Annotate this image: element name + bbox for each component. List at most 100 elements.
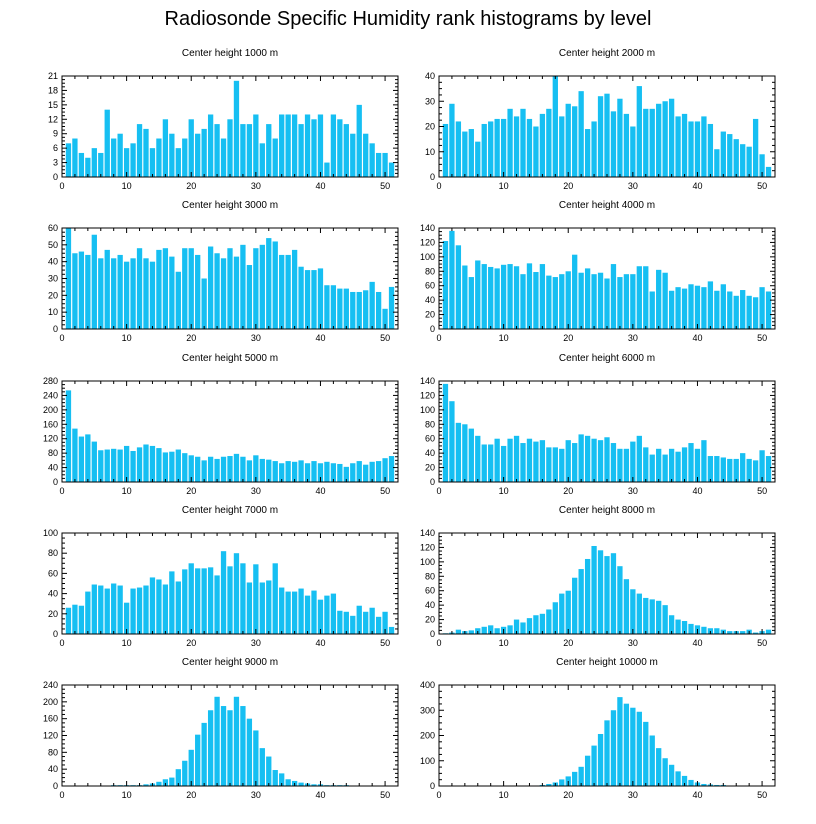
- bar-18: [552, 447, 558, 482]
- y-tick-label: 80: [425, 266, 435, 276]
- x-tick-label: 10: [499, 790, 509, 800]
- bar-25: [597, 272, 604, 329]
- bar-45: [727, 291, 733, 329]
- y-tick-label: 80: [48, 448, 58, 458]
- bar-11: [507, 438, 513, 482]
- bar-40: [317, 268, 324, 329]
- bar-23: [207, 567, 214, 634]
- bar-4: [462, 265, 468, 329]
- bar-34: [279, 587, 285, 634]
- bar-3: [78, 436, 85, 482]
- bar-50: [382, 308, 388, 329]
- y-tick-label: 18: [48, 85, 58, 95]
- bar-14: [526, 618, 533, 634]
- bar-14: [149, 577, 156, 634]
- bar-39: [311, 119, 317, 177]
- bar-4: [85, 157, 91, 177]
- bar-20: [188, 119, 194, 177]
- bar-28: [617, 98, 623, 177]
- bar-50: [382, 458, 388, 482]
- bar-27: [233, 553, 240, 634]
- x-tick-label: 10: [499, 486, 509, 496]
- bar-44: [343, 124, 349, 177]
- bar-12: [136, 124, 143, 177]
- bar-47: [740, 290, 746, 329]
- bar-17: [546, 447, 552, 482]
- y-tick-label: 60: [425, 434, 435, 444]
- x-tick-label: 20: [186, 638, 196, 648]
- bar-5: [468, 630, 474, 634]
- bar-43: [714, 290, 720, 329]
- bar-15: [533, 126, 539, 177]
- bar-13: [143, 128, 149, 177]
- bar-31: [636, 593, 642, 634]
- bar-34: [279, 463, 285, 482]
- x-tick-label: 30: [628, 486, 638, 496]
- bar-4: [85, 591, 91, 634]
- y-tick-label: 200: [43, 405, 58, 415]
- bar-17: [169, 451, 175, 482]
- bar-12: [513, 435, 520, 482]
- bar-50: [759, 450, 765, 482]
- x-tick-label: 50: [757, 486, 767, 496]
- bar-23: [584, 129, 591, 177]
- bar-24: [214, 458, 220, 482]
- bar-35: [285, 461, 291, 482]
- bar-7: [481, 444, 487, 482]
- bar-8: [488, 121, 494, 177]
- bar-5: [91, 441, 97, 482]
- bar-13: [520, 443, 526, 482]
- bar-9: [117, 449, 123, 482]
- bar-49: [752, 460, 759, 482]
- bar-15: [156, 249, 162, 329]
- y-tick-label: 80: [48, 548, 58, 558]
- bar-18: [175, 148, 181, 177]
- bar-2: [449, 103, 455, 177]
- bar-29: [246, 124, 253, 177]
- y-tick-label: 80: [425, 571, 435, 581]
- bar-45: [727, 458, 733, 482]
- bar-50: [759, 154, 765, 177]
- bar-41: [701, 626, 707, 634]
- bar-2: [449, 401, 455, 482]
- bar-3: [78, 251, 85, 329]
- bar-41: [324, 595, 330, 634]
- y-tick-label: 120: [43, 434, 58, 444]
- bar-7: [481, 264, 487, 329]
- bar-36: [668, 290, 675, 329]
- y-tick-label: 200: [420, 731, 435, 741]
- y-tick-label: 0: [53, 781, 58, 791]
- bar-30: [630, 589, 636, 634]
- bar-15: [533, 615, 539, 634]
- bar-23: [584, 755, 591, 786]
- bar-38: [304, 114, 311, 177]
- bar-43: [714, 784, 720, 786]
- bar-27: [610, 710, 617, 786]
- bar-36: [668, 764, 675, 786]
- bar-26: [227, 710, 233, 786]
- bar-24: [214, 253, 220, 329]
- bar-38: [681, 775, 688, 786]
- y-tick-label: 300: [420, 705, 435, 715]
- bar-39: [311, 784, 317, 786]
- panel-title: Center height 8000 m: [559, 505, 655, 516]
- bar-31: [259, 582, 265, 634]
- bar-44: [343, 288, 349, 329]
- bar-37: [675, 619, 681, 634]
- bar-26: [604, 278, 610, 329]
- bar-3: [78, 152, 85, 177]
- y-tick-label: 100: [43, 528, 58, 538]
- x-tick-label: 30: [251, 181, 261, 191]
- bar-32: [643, 108, 649, 177]
- bar-6: [98, 450, 104, 482]
- bar-37: [298, 782, 304, 786]
- bar-1: [65, 607, 72, 634]
- bar-31: [636, 435, 642, 482]
- bar-29: [623, 579, 630, 634]
- bar-25: [597, 96, 604, 177]
- bar-43: [337, 119, 343, 177]
- bar-30: [253, 114, 259, 177]
- bar-28: [240, 124, 246, 177]
- x-tick-label: 40: [692, 333, 702, 343]
